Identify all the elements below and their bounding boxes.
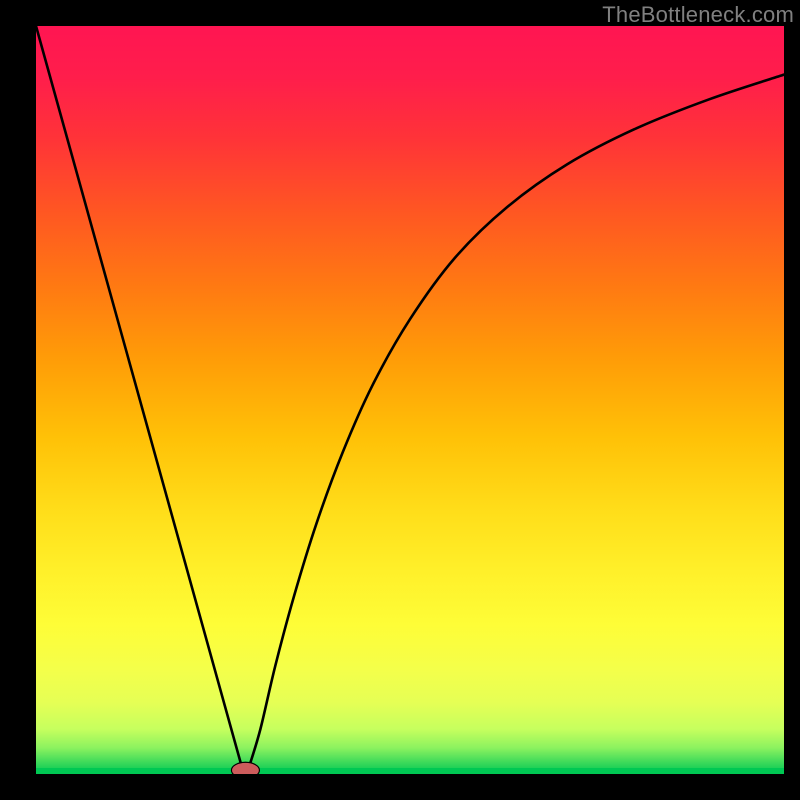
- curve-left-branch: [36, 26, 242, 767]
- chart-frame: TheBottleneck.com: [0, 0, 800, 800]
- optimum-marker: [231, 762, 259, 774]
- curve-right-branch: [249, 75, 784, 767]
- plot-outer-border: [0, 0, 800, 800]
- watermark-text: TheBottleneck.com: [602, 2, 794, 28]
- plot-area: [36, 26, 784, 774]
- bottleneck-curve: [36, 26, 784, 774]
